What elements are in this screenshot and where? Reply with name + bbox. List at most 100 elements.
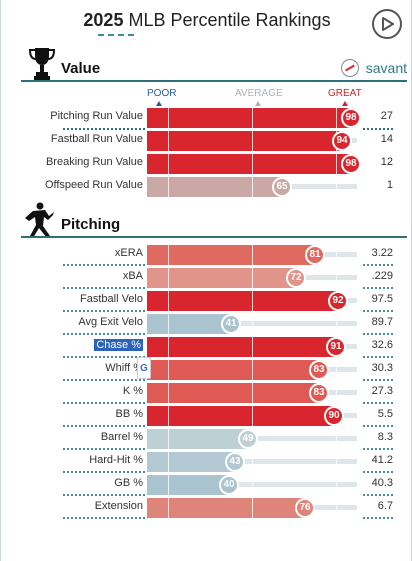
row-divider — [63, 448, 145, 450]
scale-gridline — [252, 360, 253, 380]
row-divider — [63, 425, 145, 427]
row-divider — [363, 287, 393, 289]
pitching-metric-bar — [147, 291, 340, 311]
scale-gridline — [336, 177, 337, 197]
value-section-title: Value — [61, 60, 101, 77]
pitching-section-header: Pitching — [21, 200, 407, 240]
value-metric-row[interactable]: Pitching Run Value 98 27 — [1, 107, 412, 129]
pitching-metric-row[interactable]: xBA 72 .229 — [1, 267, 412, 289]
play-icon — [382, 17, 394, 31]
row-divider — [63, 471, 145, 473]
scale-gridline — [252, 108, 253, 128]
scale-gridline — [336, 452, 337, 472]
scale-great-label: GREAT — [328, 88, 362, 99]
pitching-metric-row[interactable]: Barrel % 49 8.3 — [1, 428, 412, 450]
title-text: MLB Percentile Rankings — [128, 10, 331, 30]
value-metric-row[interactable]: Fastball Run Value 94 14 — [1, 130, 412, 152]
pitching-metric-bar — [147, 406, 336, 426]
pitching-metric-row[interactable]: xERA 81 3.22 — [1, 244, 412, 266]
pitching-metric-percentile-badge: 92 — [328, 291, 348, 311]
pitching-metric-percentile-badge: 76 — [295, 498, 315, 518]
value-metric-bar — [147, 131, 344, 151]
savant-brand-link[interactable]: savant — [365, 60, 407, 76]
pitching-metric-label: xERA — [115, 247, 143, 259]
google-translate-icon[interactable]: G — [137, 357, 151, 379]
scale-gridline — [168, 131, 169, 151]
pitching-metric-label: Chase % — [94, 339, 143, 351]
scale-gridline — [168, 245, 169, 265]
pitching-metric-row[interactable]: Hard-Hit % 43 41.2 — [1, 451, 412, 473]
row-divider — [63, 402, 145, 404]
scale-gridline — [252, 337, 253, 357]
scale-gridline — [252, 268, 253, 288]
pitching-metric-bar — [147, 245, 317, 265]
row-divider — [363, 471, 393, 473]
pitching-metric-percentile-badge: 83 — [309, 360, 329, 380]
pitching-metric-percentile-badge: 41 — [221, 314, 241, 334]
title-underline — [98, 34, 134, 36]
header: 2025 MLB Percentile Rankings — [1, 0, 412, 44]
scale-gridline — [336, 245, 337, 265]
pitching-metric-label-text: Avg Exit Velo — [78, 316, 143, 328]
pitching-metric-value: 32.6 — [371, 339, 393, 351]
great-marker-icon — [342, 101, 348, 106]
row-divider — [363, 333, 393, 335]
pitching-metric-label-text: Whiff % — [105, 362, 143, 374]
page-title: 2025 MLB Percentile Rankings — [1, 10, 412, 31]
row-divider — [363, 402, 393, 404]
play-button[interactable] — [372, 9, 402, 39]
value-metric-value: 1 — [386, 179, 393, 191]
scale-gridline — [168, 452, 169, 472]
pitching-metric-percentile-badge: 72 — [286, 268, 306, 288]
pitching-metric-label: Whiff % — [105, 362, 143, 374]
scale-gridline — [168, 108, 169, 128]
scale-gridline — [252, 131, 253, 151]
pitching-metric-value: .229 — [371, 270, 393, 282]
value-metric-value: 27 — [380, 110, 393, 122]
pitching-metric-value: 27.3 — [371, 385, 393, 397]
pitching-metric-row[interactable]: Avg Exit Velo 41 89.7 — [1, 313, 412, 335]
pitching-metric-percentile-badge: 81 — [305, 245, 325, 265]
scale-gridline — [336, 498, 337, 518]
value-metric-label-text: Fastball Run Value — [50, 133, 143, 145]
value-metric-percentile-badge: 98 — [341, 154, 361, 174]
value-metric-label-text: Pitching Run Value — [50, 110, 143, 122]
pitching-metric-row[interactable]: Extension 76 6.7 — [1, 497, 412, 519]
scale-poor-label: POOR — [147, 88, 177, 99]
pitching-metric-label: Fastball Velo — [80, 293, 143, 305]
row-divider — [63, 494, 145, 496]
pitching-metric-label: xBA — [123, 270, 143, 282]
pitching-metric-label-text: xBA — [122, 270, 143, 282]
value-metric-bar — [147, 154, 353, 174]
scale-gridline — [252, 452, 253, 472]
pitching-metric-bar — [147, 268, 298, 288]
value-metric-label-text: Breaking Run Value — [45, 156, 143, 168]
value-metric-row[interactable]: Offspeed Run Value 65 1 — [1, 176, 412, 198]
pitching-metric-label-text: xERA — [114, 247, 143, 259]
scale-gridline — [168, 314, 169, 334]
pitching-metric-row[interactable]: K % 83 27.3 — [1, 382, 412, 404]
pitching-metric-value: 41.2 — [371, 454, 393, 466]
scale-gridline — [252, 177, 253, 197]
value-metric-percentile-badge: 65 — [272, 177, 292, 197]
scale-gridline — [336, 108, 337, 128]
scale-gridline — [168, 154, 169, 174]
value-metric-label: Offspeed Run Value — [45, 179, 143, 191]
pitching-metric-value: 5.5 — [377, 408, 393, 420]
value-row-divider — [363, 128, 393, 130]
scale-gridline — [252, 314, 253, 334]
pitching-metric-percentile-badge: 90 — [324, 406, 344, 426]
scale-gridline — [252, 154, 253, 174]
value-metric-row[interactable]: Breaking Run Value 98 12 — [1, 153, 412, 175]
pitching-metric-row[interactable]: Chase % 91 32.6 — [1, 336, 412, 358]
pitching-metric-row[interactable]: Whiff % 83 30.3 — [1, 359, 412, 381]
row-divider — [363, 494, 393, 496]
value-metric-label: Breaking Run Value — [46, 156, 143, 168]
scale-gridline — [336, 360, 337, 380]
pitching-metric-row[interactable]: GB % 40 40.3 — [1, 474, 412, 496]
value-metric-value: 12 — [380, 156, 393, 168]
pitching-metric-label: GB % — [114, 477, 143, 489]
pitching-metric-row[interactable]: BB % 90 5.5 — [1, 405, 412, 427]
pitching-metric-value: 89.7 — [371, 316, 393, 328]
pitching-metric-row[interactable]: Fastball Velo 92 97.5 — [1, 290, 412, 312]
